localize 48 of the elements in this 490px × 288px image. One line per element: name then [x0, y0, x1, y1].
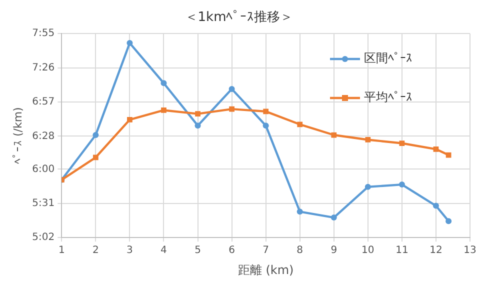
point [297, 122, 303, 128]
point [263, 108, 269, 114]
point [433, 146, 439, 152]
y-axis-title: ﾍﾟｰｽ (/km) [11, 107, 24, 164]
chart-title: ＜1kmﾍﾟｰｽ推移＞ [184, 10, 294, 26]
point [93, 154, 98, 160]
x-tick-label: 8 [296, 245, 304, 256]
point [432, 202, 439, 209]
x-axis-title: 距離 (km) [238, 262, 294, 277]
x-tick-label: 13 [464, 245, 476, 256]
x-tick-label: 12 [430, 245, 442, 256]
y-tick-label: 6:57 [32, 96, 55, 108]
point [331, 132, 337, 138]
y-tick-label: 5:31 [32, 198, 55, 209]
point [398, 182, 405, 188]
point [194, 122, 201, 129]
x-tick-label: 1 [58, 245, 65, 256]
point [399, 140, 405, 146]
x-tick-label: 2 [92, 245, 99, 256]
point [195, 111, 200, 116]
point [160, 80, 167, 86]
point [228, 86, 235, 92]
y-tick-label: 7:26 [32, 62, 55, 74]
y-tick-label: 6:28 [32, 130, 55, 142]
x-tick-label: 11 [396, 245, 408, 256]
point [262, 122, 269, 129]
legend-label: 平均ﾍﾟｰｽ [364, 89, 412, 106]
x-tick-label: 6 [228, 245, 235, 256]
y-tick-label: 5:02 [32, 232, 55, 244]
legend-label: 区間ﾍﾟｰｽ [364, 50, 412, 67]
point [364, 184, 371, 190]
point [229, 106, 234, 112]
point [330, 214, 337, 221]
point [92, 132, 99, 138]
point [446, 218, 452, 224]
x-tick-label: 9 [330, 245, 338, 256]
point [127, 116, 132, 122]
point [296, 208, 303, 215]
x-tick-label: 7 [262, 245, 270, 256]
y-tick-label: 7:55 [32, 28, 55, 40]
point [161, 108, 166, 113]
x-tick-label: 3 [126, 245, 133, 256]
x-tick-label: 10 [362, 245, 374, 256]
x-tick-label: 5 [194, 245, 201, 256]
x-tick-label: 4 [160, 245, 167, 256]
point [365, 137, 371, 142]
y-tick-label: 6:00 [32, 164, 55, 175]
point [126, 40, 133, 46]
